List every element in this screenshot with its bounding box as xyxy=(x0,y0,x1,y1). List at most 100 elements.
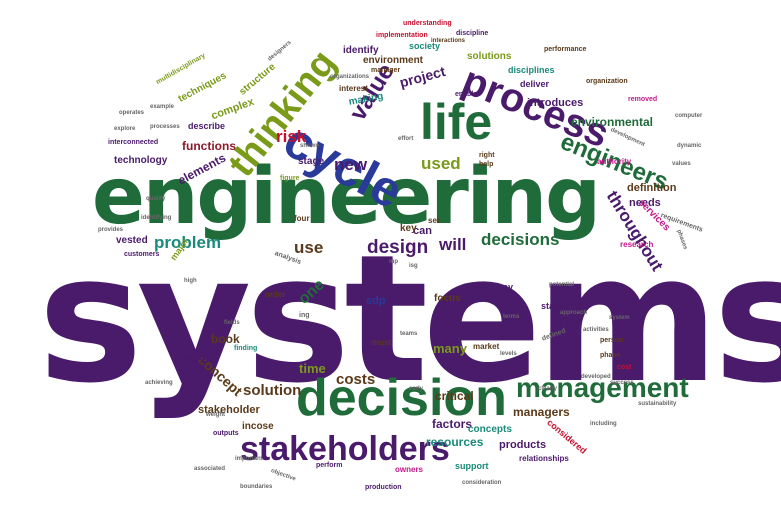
word-project: project xyxy=(397,62,447,91)
word-effects: effects xyxy=(183,355,206,362)
word-needs: needs xyxy=(629,197,661,209)
word-important: important xyxy=(235,456,263,462)
word-factors: factors xyxy=(432,417,473,431)
word-objective: objective xyxy=(269,468,297,483)
word-effort: effort xyxy=(398,136,414,142)
word-cost: cost xyxy=(617,364,632,371)
word-technology: technology xyxy=(114,155,168,166)
word-shown: shown xyxy=(300,143,319,149)
word-approach: approach xyxy=(560,310,588,316)
word-identify: identify xyxy=(343,45,379,56)
word-consideration: consideration xyxy=(462,480,502,486)
word-definition: definition xyxy=(627,182,677,194)
word-set: set xyxy=(428,216,440,225)
word-solution: solution xyxy=(243,382,302,399)
word-disciplines: disciplines xyxy=(508,65,555,75)
word-phase: phase xyxy=(600,352,621,359)
word-organizations: organizations xyxy=(330,74,370,80)
word-outputs: outputs xyxy=(213,430,239,437)
word-processes: processes xyxy=(150,124,180,130)
word-achieving: achieving xyxy=(145,380,173,386)
word-systems: systems xyxy=(38,217,781,422)
word-production: production xyxy=(365,484,402,491)
word-critical: critical xyxy=(435,389,474,403)
word-values: values xyxy=(672,161,691,167)
word-development: development xyxy=(609,127,646,149)
word-introduces: introduces xyxy=(527,97,584,109)
word-will: will xyxy=(439,235,467,254)
word-including: including xyxy=(590,421,617,427)
word-environment: environment xyxy=(363,55,424,66)
word-problem: problem xyxy=(154,233,222,252)
word-computer: computer xyxy=(675,113,703,119)
word-stakeholder: stakeholder xyxy=(198,404,260,416)
word-ing: ing xyxy=(299,312,310,319)
word-identifying: identifying xyxy=(141,215,172,221)
word-clearly: clearly xyxy=(538,386,558,392)
word-removed: removed xyxy=(628,96,658,103)
word-figure: figure xyxy=(280,175,300,182)
word-managers: managers xyxy=(513,405,570,419)
word-describe: describe xyxy=(188,121,226,131)
word-quality: quality xyxy=(146,196,166,202)
word-can: can xyxy=(413,225,432,237)
word-stakeholders: stakeholders xyxy=(240,430,450,468)
word-right: right xyxy=(479,152,495,159)
word-fields: fields xyxy=(224,320,240,326)
word-owners: owners xyxy=(395,465,424,474)
word-activities: activities xyxy=(583,327,609,333)
word-solutions: solutions xyxy=(467,51,512,62)
word-isg: isg xyxy=(409,263,418,269)
word-weight: weight xyxy=(206,412,225,418)
word-stages: stages xyxy=(541,301,570,311)
word-concepts: concepts xyxy=(468,424,512,435)
word-decisions: decisions xyxy=(481,230,560,249)
word-resources: resources xyxy=(426,435,484,449)
word-success: success xyxy=(610,380,634,386)
word-early: early xyxy=(409,386,424,392)
word-discipline: discipline xyxy=(456,30,489,37)
word-costs: costs xyxy=(336,371,376,388)
word-decision: decision xyxy=(296,369,507,427)
word-must: must xyxy=(372,338,392,347)
word-environmental: environmental xyxy=(571,115,654,129)
word-authority: authority xyxy=(597,157,632,166)
word-way: way xyxy=(496,282,514,292)
word-techniques: techniques xyxy=(176,70,229,105)
word-boundaries: boundaries xyxy=(240,484,273,490)
word-implementation: implementation xyxy=(376,32,428,39)
word-help: help xyxy=(479,161,494,168)
word-example: example xyxy=(150,104,175,110)
word-four: four xyxy=(294,214,310,223)
word-perform: perform xyxy=(316,462,343,469)
word-interest: interest xyxy=(339,84,368,93)
word-stage: stage xyxy=(298,156,325,167)
word-order: order xyxy=(265,290,286,299)
word-multidisciplinary: multidisciplinary xyxy=(155,52,207,87)
word-key: key xyxy=(400,223,417,234)
word-high: high xyxy=(184,278,197,284)
word-complex: complex xyxy=(209,95,256,123)
word-new: new xyxy=(334,155,368,174)
word-book: book xyxy=(211,332,240,346)
word-considered: considered xyxy=(545,417,589,456)
word-many: many xyxy=(433,341,467,356)
word-customers: customers xyxy=(124,251,160,258)
word-use: use xyxy=(294,238,324,257)
word-mp: mp xyxy=(389,259,398,265)
word-engineering: engineering xyxy=(92,152,601,242)
word-developed: developed xyxy=(581,374,611,380)
word-finding: finding xyxy=(234,345,258,352)
word-sustainability: sustainability xyxy=(638,401,677,407)
word-associated: associated xyxy=(194,466,226,472)
word-understanding: understanding xyxy=(403,20,452,27)
word-functions: functions xyxy=(182,139,236,153)
word-management: management xyxy=(516,372,689,403)
word-society: society xyxy=(409,41,441,51)
word-relationships: relationships xyxy=(519,454,569,463)
word-risk: risk xyxy=(276,127,307,146)
word-performance: performance xyxy=(544,46,587,53)
word-operates: operates xyxy=(119,110,145,116)
word-organization: organization xyxy=(586,78,628,85)
